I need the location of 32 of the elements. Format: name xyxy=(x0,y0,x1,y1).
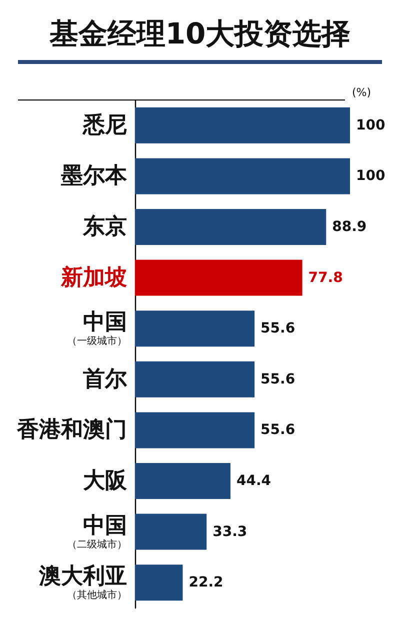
bar xyxy=(135,260,302,296)
y-tick-label: 新加坡 xyxy=(60,264,127,290)
y-tick-label: 中国（一级城市） xyxy=(67,310,127,348)
bar xyxy=(135,107,350,144)
data-label: 55.6 xyxy=(260,422,296,438)
bar xyxy=(135,564,183,601)
data-label: 22.2 xyxy=(188,574,224,591)
data-label: 44.4 xyxy=(236,473,272,489)
y-tick-label: 墨尔本 xyxy=(60,164,128,189)
data-label: 33.3 xyxy=(212,524,248,540)
data-label: 100 xyxy=(356,117,386,134)
y-tick-label: 中国（二级城市） xyxy=(67,513,127,550)
data-label: 88.9 xyxy=(332,219,367,235)
bar xyxy=(135,209,326,245)
bar xyxy=(135,361,255,398)
data-label: 55.6 xyxy=(260,371,296,388)
chart-title: 基金经理10大投资选择 xyxy=(48,16,351,50)
x-axis-title: (%) xyxy=(352,86,372,99)
bar xyxy=(135,514,207,550)
data-label: 55.6 xyxy=(260,320,296,337)
y-tick-label: 悉尼 xyxy=(82,112,127,138)
data-label: 77.8 xyxy=(308,270,343,286)
y-tick-label: 澳大利亚（其他城市） xyxy=(38,564,127,602)
bar xyxy=(135,310,255,347)
y-tick-label: 大阪 xyxy=(83,468,128,494)
bar xyxy=(135,158,350,194)
data-label: 100 xyxy=(356,168,386,184)
y-tick-label: 首尔 xyxy=(82,366,128,392)
y-tick-label: 香港和澳门 xyxy=(16,416,127,443)
bar xyxy=(135,463,230,499)
bar xyxy=(135,412,255,448)
y-tick-label: 东京 xyxy=(82,214,127,240)
